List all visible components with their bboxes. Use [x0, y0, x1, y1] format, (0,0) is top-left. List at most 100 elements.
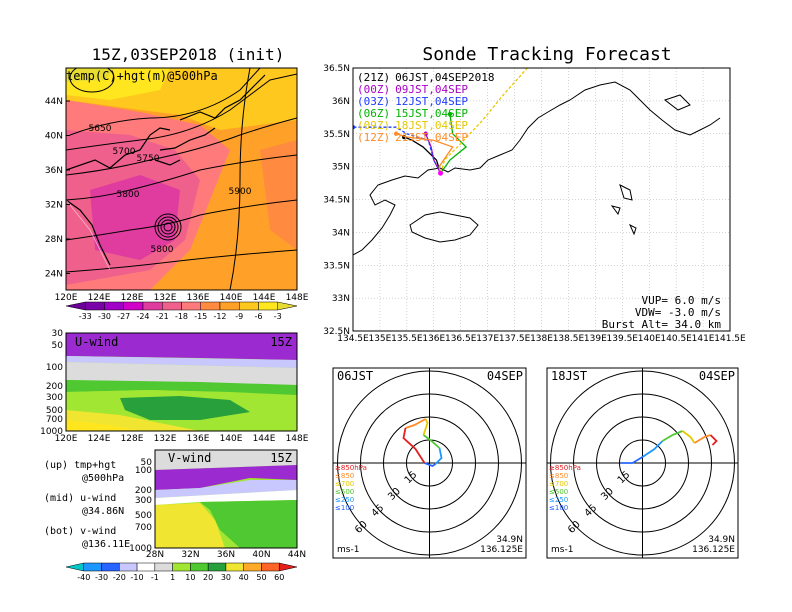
ring-label: 15: [616, 469, 633, 486]
legend-run: (21Z): [357, 71, 390, 84]
temp-colorbar-label: -6: [255, 312, 263, 321]
wind-colorbar-swatch: [136, 562, 156, 572]
lon-tick-label: 137.5E: [499, 334, 531, 344]
vup-text: VUP= 6.0 m/s: [642, 294, 721, 307]
pressure-tick-label: 500: [135, 511, 152, 521]
hodo-lon: 136.125E: [692, 545, 735, 555]
lon-tick-label: 137E: [476, 334, 499, 344]
hodo-level-label: ≤500: [549, 488, 568, 496]
temp-colorbar-label: -33: [79, 312, 92, 321]
ring-label: 15: [403, 469, 420, 486]
lon-tick-label: 140.5E: [660, 334, 692, 344]
coastline: [353, 81, 721, 256]
hodograph-frame: [332, 367, 527, 559]
temp-colorbar-swatch: [162, 301, 182, 311]
ring-label: 60: [353, 519, 370, 536]
hodo-time: 06JST: [337, 369, 373, 383]
contour-label: 5750: [137, 154, 160, 164]
lon-tick-label: 148E: [286, 293, 309, 303]
wind-colorbar-swatch: [261, 562, 280, 572]
legend-up-line1: (up) tmp+hgt: [44, 460, 116, 471]
hodo-trace: [694, 434, 711, 444]
legend-entry: (03Z) 12JST,04SEP: [357, 95, 468, 108]
lon-tick-label: 120E: [55, 434, 78, 444]
temp-colorbar-label: -24: [136, 312, 149, 321]
lon-tick-label: 128E: [121, 434, 144, 444]
lat-tick-label: 34.5N: [323, 196, 350, 206]
wind-colorbar-label: 50: [256, 573, 266, 582]
hodograph-frame: [546, 367, 739, 559]
hodograph-rings: [547, 368, 738, 558]
legend-run: (06Z): [357, 107, 390, 120]
lon-tick-label: 140E: [220, 293, 243, 303]
temp-colorbar-label: -18: [175, 312, 188, 321]
wind-colorbar-label: -30: [95, 573, 108, 582]
legend-mid-line1: (mid) u-wind: [44, 493, 116, 504]
track-line: [403, 136, 442, 174]
track-line: [439, 68, 529, 174]
lon-tick-label: 136E: [187, 434, 210, 444]
wind-colorbar-swatch: [119, 562, 138, 572]
vdw-text: VDW= -3.0 m/s: [635, 306, 721, 319]
pressure-tick-label: 1000: [40, 427, 63, 437]
temp-colorbar-label: -27: [117, 312, 130, 321]
landing-point: [447, 111, 453, 117]
wind-colorbar-swatch: [278, 562, 298, 572]
hodo-trace: [642, 440, 664, 458]
lon-tick-label: 136E: [187, 293, 210, 303]
hodo-level-label: ≥850hPa: [549, 464, 581, 472]
track-line: [395, 133, 454, 174]
lon-tick-label: 148E: [286, 434, 309, 444]
lon-tick-label: 139E: [584, 334, 607, 344]
left-legend: (up) tmp+hgt @500hPa (mid) u-wind @34.86…: [44, 460, 130, 550]
landing-point: [423, 131, 428, 136]
pressure-tick-label: 30: [52, 329, 64, 339]
hodo-trace: [709, 434, 718, 446]
lat-tick-label: 34N: [332, 228, 350, 238]
ring-label: 45: [370, 503, 387, 520]
ring-label: 45: [583, 503, 600, 520]
legend-bot-line1: (bot) v-wind: [44, 526, 116, 537]
lat-tick-label: 32N: [45, 201, 63, 211]
wind-colorbar-swatch: [243, 562, 262, 572]
wind-colorbar-label: -40: [77, 573, 90, 582]
lat-tick-label: 28N: [146, 550, 164, 560]
lat-tick-label: 35.5N: [323, 130, 350, 140]
temp-map-panel: 15Z,03SEP2018 (init): [45, 45, 309, 321]
wind-colorbar-swatch: [65, 562, 85, 572]
lat-tick-label: 36.5N: [323, 64, 350, 74]
legend-label: 21JST,04SEP: [395, 131, 468, 144]
legend-entry: (06Z) 15JST,04SEP: [357, 107, 468, 120]
tracking-panel: Sonde Tracking Forecast 36.5N 36N 35.5N 35N…: [323, 44, 746, 344]
lat-tick-label: 33.5N: [323, 261, 350, 271]
lat-tick-label: 24N: [45, 270, 63, 280]
legend-label: 15JST,04SEP: [395, 107, 468, 120]
temp-colorbar-label: -30: [98, 312, 111, 321]
tracking-title: Sonde Tracking Forecast: [422, 44, 671, 65]
lon-tick-label: 132E: [154, 293, 177, 303]
track-line: [353, 126, 442, 174]
temp-colorbar-swatch: [277, 301, 298, 311]
wind-colorbar-swatch: [172, 562, 191, 572]
pressure-tick-label: 200: [135, 486, 152, 496]
hodo-level-label: ≤500: [335, 488, 354, 496]
pressure-tick-label: 50: [141, 458, 153, 468]
hodo-trace: [424, 462, 436, 468]
legend-run: (03Z): [357, 95, 390, 108]
track-line: [425, 133, 442, 174]
pressure-tick-label: 700: [46, 415, 63, 425]
ring-label: 30: [386, 486, 403, 503]
wind-colorbar-swatch: [83, 562, 102, 572]
hodo-level-label: ≤850: [549, 472, 568, 480]
contour-label: 5800: [151, 245, 174, 255]
legend-label: 18JST,04SEP: [395, 119, 468, 132]
contour-label: 5800: [117, 190, 140, 200]
temp-colorbar-swatch: [142, 301, 163, 311]
wind-colorbar-label: 1: [170, 573, 175, 582]
hodo-trace: [434, 447, 443, 465]
wind-colorbar-swatch: [154, 562, 173, 572]
hodo-trace: [422, 434, 441, 449]
forecast-tracks: [353, 68, 529, 176]
hodo-lat: 34.9N: [496, 535, 523, 545]
wind-colorbar-label: 40: [239, 573, 249, 582]
